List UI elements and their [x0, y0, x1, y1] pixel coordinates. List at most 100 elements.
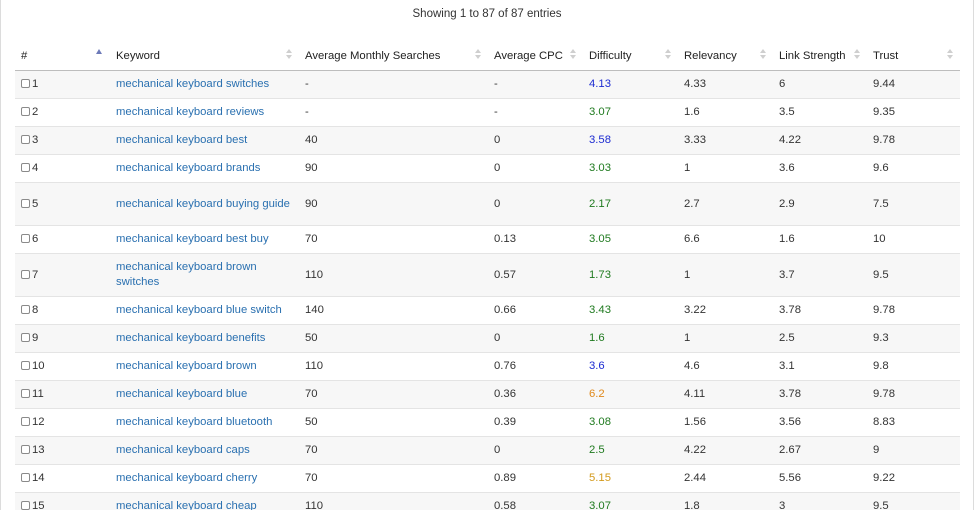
sort-ascending-icon [96, 49, 102, 54]
cpc-cell: 0 [488, 126, 583, 155]
row-checkbox[interactable] [21, 135, 30, 144]
searches-cell: 50 [299, 324, 488, 353]
row-number-cell: 8 [15, 296, 110, 325]
trust-cell: 9.6 [867, 154, 960, 183]
table-row: 6 mechanical keyboard best buy 70 0.13 3.05 6… [15, 225, 960, 254]
link-strength-cell: 3.7 [773, 253, 867, 297]
column-header-searches[interactable]: Average Monthly Searches [299, 41, 488, 71]
row-checkbox[interactable] [21, 417, 30, 426]
row-number-cell: 12 [15, 408, 110, 437]
keyword-link[interactable]: mechanical keyboard best buy [116, 233, 269, 245]
keyword-link[interactable]: mechanical keyboard caps [116, 444, 250, 456]
keyword-link[interactable]: mechanical keyboard cheap [116, 500, 257, 510]
link-strength-cell: 2.5 [773, 324, 867, 353]
keyword-link[interactable]: mechanical keyboard brands [116, 162, 261, 174]
column-header-relevancy[interactable]: Relevancy [678, 41, 773, 71]
cpc-cell: 0 [488, 154, 583, 183]
sort-icon [854, 49, 861, 61]
row-checkbox[interactable] [21, 234, 30, 243]
row-number-cell: 11 [15, 380, 110, 409]
keyword-link[interactable]: mechanical keyboard blue switch [116, 304, 282, 316]
searches-cell: 70 [299, 380, 488, 409]
keyword-link[interactable]: mechanical keyboard brown switches [116, 261, 257, 288]
table-row: 9 mechanical keyboard benefits 50 0 1.6 1 2.5 9… [15, 324, 960, 353]
keyword-link[interactable]: mechanical keyboard buying guide [116, 197, 290, 210]
row-checkbox[interactable] [21, 501, 30, 510]
difficulty-cell: 1.6 [583, 324, 678, 353]
column-header-keyword[interactable]: Keyword [110, 41, 299, 71]
searches-cell: 70 [299, 464, 488, 493]
row-checkbox[interactable] [21, 361, 30, 370]
keyword-link[interactable]: mechanical keyboard bluetooth [116, 416, 273, 428]
relevancy-cell: 1 [678, 324, 773, 353]
table-body: 1 mechanical keyboard switches - -4.13 4.33 6… [15, 70, 960, 510]
difficulty-cell: 5.15 [583, 464, 678, 493]
row-checkbox[interactable] [21, 445, 30, 454]
table-row: 3 mechanical keyboard best 40 0 3.58 3.33 4.22… [15, 126, 960, 155]
keyword-link[interactable]: mechanical keyboard switches [116, 78, 270, 90]
cpc-cell: 0.36 [488, 380, 583, 409]
row-checkbox[interactable] [21, 305, 30, 314]
relevancy-cell: 4.22 [678, 436, 773, 465]
row-number: 4 [32, 162, 39, 174]
column-header-trust[interactable]: Trust [867, 41, 960, 71]
keyword-cell: mechanical keyboard blue [110, 380, 299, 409]
column-header-number[interactable]: # [15, 41, 110, 71]
trust-cell: 9.44 [867, 70, 960, 99]
difficulty-cell: 3.58 [583, 126, 678, 155]
keyword-link[interactable]: mechanical keyboard best [116, 134, 248, 146]
keyword-cell: mechanical keyboard brands [110, 154, 299, 183]
row-number: 10 [32, 360, 45, 372]
row-checkbox[interactable] [21, 79, 30, 88]
link-strength-cell: 3.78 [773, 296, 867, 325]
trust-cell: 8.83 [867, 408, 960, 437]
trust-cell: 7.5 [867, 182, 960, 226]
row-checkbox[interactable] [21, 389, 30, 398]
row-number-cell: 14 [15, 464, 110, 493]
difficulty-cell: 6.2 [583, 380, 678, 409]
difficulty-cell: 3.05 [583, 225, 678, 254]
table-row: 7 mechanical keyboard brown switches 110 0.… [15, 253, 960, 297]
keyword-link[interactable]: mechanical keyboard cherry [116, 472, 258, 484]
keyword-link[interactable]: mechanical keyboard benefits [116, 332, 266, 344]
keyword-link[interactable]: mechanical keyboard blue [116, 388, 248, 400]
searches-cell: 70 [299, 225, 488, 254]
column-header-difficulty[interactable]: Difficulty [583, 41, 678, 71]
cpc-cell: - [488, 70, 583, 99]
searches-cell: - [299, 98, 488, 127]
row-checkbox[interactable] [21, 269, 30, 279]
searches-cell: 90 [299, 182, 488, 226]
trust-cell: 9.35 [867, 98, 960, 127]
row-checkbox[interactable] [21, 107, 30, 116]
link-strength-cell: 6 [773, 70, 867, 99]
keyword-cell: mechanical keyboard brown switches [110, 253, 299, 297]
row-number-cell: 1 [15, 70, 110, 99]
keyword-link[interactable]: mechanical keyboard brown [116, 360, 257, 372]
trust-cell: 9.22 [867, 464, 960, 493]
table-row: 10 mechanical keyboard brown 110 0.76 3.6 4.6… [15, 352, 960, 381]
column-header-link-strength[interactable]: Link Strength [773, 41, 867, 71]
row-number-cell: 6 [15, 225, 110, 254]
column-header-cpc[interactable]: Average CPC [488, 41, 583, 71]
cpc-cell: 0.58 [488, 492, 583, 510]
row-number: 14 [32, 472, 45, 484]
difficulty-cell: 2.5 [583, 436, 678, 465]
difficulty-cell: 3.03 [583, 154, 678, 183]
row-number: 5 [32, 197, 39, 210]
row-number: 3 [32, 134, 39, 146]
relevancy-cell: 1.56 [678, 408, 773, 437]
trust-cell: 9 [867, 436, 960, 465]
column-header-label: Relevancy [684, 49, 737, 62]
trust-cell: 9.3 [867, 324, 960, 353]
sort-icon [760, 49, 767, 61]
table-row: 2 mechanical keyboard reviews - -3.07 1.6 3.5… [15, 98, 960, 127]
table-row: 14 mechanical keyboard cherry 70 0.89 5.15 2.… [15, 464, 960, 493]
trust-cell: 9.78 [867, 380, 960, 409]
row-checkbox[interactable] [21, 333, 30, 342]
row-checkbox[interactable] [21, 473, 30, 482]
row-checkbox[interactable] [21, 198, 30, 208]
keyword-link[interactable]: mechanical keyboard reviews [116, 106, 265, 118]
keyword-table: # Keyword Average Monthly Searches Avera… [15, 41, 960, 510]
row-checkbox[interactable] [21, 163, 30, 172]
